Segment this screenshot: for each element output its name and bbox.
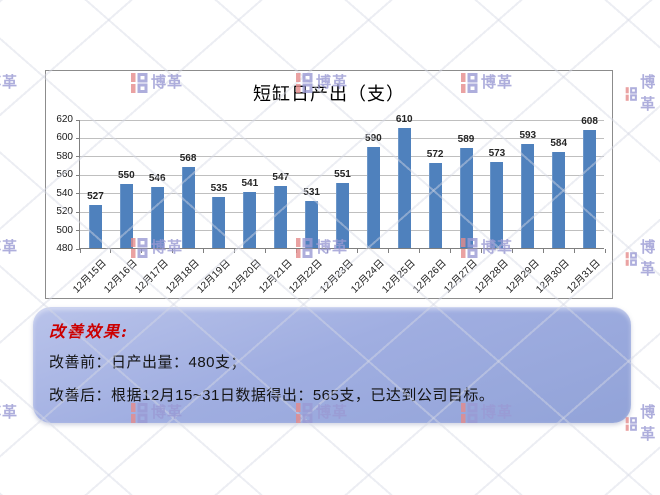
y-axis-label: 600 xyxy=(56,132,73,144)
x-axis-tick xyxy=(233,249,235,253)
bar xyxy=(583,130,597,248)
bar-value-label: 535 xyxy=(210,183,228,195)
y-axis-label: 540 xyxy=(56,187,73,199)
watermark-logo: 博革 xyxy=(625,237,660,281)
boge-logo-icon xyxy=(625,252,637,266)
x-axis-tick xyxy=(511,249,513,253)
gridline xyxy=(80,137,604,139)
bar xyxy=(274,186,288,248)
x-axis-tick xyxy=(172,249,174,253)
y-axis-tick xyxy=(76,119,80,121)
y-axis-label: 560 xyxy=(56,169,73,181)
x-axis-tick xyxy=(264,249,266,253)
x-axis-label: 12月16日 xyxy=(102,257,140,296)
bar-value-label: 568 xyxy=(179,152,197,164)
x-axis-tick xyxy=(110,249,112,253)
watermark-logo-text: 博革 xyxy=(0,239,19,256)
bar-value-label: 551 xyxy=(334,168,351,180)
x-axis-tick xyxy=(79,249,81,253)
x-axis-tick xyxy=(388,249,390,253)
y-axis-label: 480 xyxy=(56,243,73,254)
bar-value-label: 593 xyxy=(519,129,537,141)
bar-value-label: 589 xyxy=(457,133,475,145)
bar xyxy=(459,147,473,248)
x-axis-tick xyxy=(450,249,452,253)
bar-value-label: 541 xyxy=(241,177,259,189)
watermark-logo: 博革 xyxy=(0,72,18,94)
chart-title: 短缸日产出（支） xyxy=(253,84,405,105)
bar-value-label: 584 xyxy=(550,138,568,150)
gridline xyxy=(80,156,604,158)
summary-before-line: 改善前：日产出量：480支； xyxy=(49,354,247,371)
y-axis-label: 520 xyxy=(56,206,73,218)
y-axis-tick xyxy=(76,211,80,213)
x-axis-tick xyxy=(141,249,143,253)
bar xyxy=(366,146,380,248)
y-axis-tick xyxy=(76,193,80,195)
watermark-logo-text: 博革 xyxy=(640,404,657,443)
boge-logo-icon xyxy=(625,87,637,101)
bar-value-label: 547 xyxy=(272,172,290,184)
x-axis-tick xyxy=(604,249,606,253)
bar xyxy=(490,162,504,248)
bar-value-label: 527 xyxy=(87,190,104,202)
x-axis-tick xyxy=(573,249,575,253)
bar-chart: 短缸日产出（支） 480 500 520 540 560 580 600 620 527 12月1… xyxy=(45,70,613,299)
bar xyxy=(397,128,411,248)
bar-value-label: 590 xyxy=(365,132,382,144)
summary-heading: 改善效果: xyxy=(49,322,129,341)
y-axis-tick xyxy=(76,230,80,232)
x-axis-tick xyxy=(480,249,482,253)
bar xyxy=(552,152,566,248)
bar xyxy=(428,163,442,248)
watermark-logo: 博革 xyxy=(0,237,18,259)
plot-area: 480 500 520 540 560 580 600 620 527 12月15日 550 12月1… xyxy=(56,114,606,295)
x-axis-tick xyxy=(542,249,544,253)
bar-value-label: 573 xyxy=(488,148,506,160)
y-axis-tick xyxy=(76,174,80,176)
gridline xyxy=(80,174,604,176)
x-axis-label: 12月31日 xyxy=(565,257,604,296)
x-axis-tick xyxy=(357,249,359,253)
x-axis-tick xyxy=(326,249,328,253)
watermark-logo-text: 博革 xyxy=(0,74,19,91)
x-axis-label: 12月26日 xyxy=(411,257,449,296)
bar xyxy=(88,204,102,248)
watermark-logo-text: 博革 xyxy=(640,74,657,113)
summary-after-line: 改善后：根据12月15~31日数据得出：565支，已达到公司目标。 xyxy=(49,387,495,404)
y-axis-tick xyxy=(76,248,80,250)
bar xyxy=(119,183,133,248)
x-axis-tick xyxy=(203,249,205,253)
bar xyxy=(305,201,319,248)
bar-value-label: 550 xyxy=(117,169,135,181)
bar xyxy=(212,197,226,248)
bar xyxy=(150,187,164,248)
x-axis-label: 12月25日 xyxy=(380,257,418,296)
bar xyxy=(336,182,349,248)
y-axis-label: 620 xyxy=(56,114,73,125)
bar-value-label: 608 xyxy=(581,116,598,128)
watermark-logo: 博革 xyxy=(625,72,660,116)
bar xyxy=(521,143,535,248)
gridline xyxy=(80,119,604,121)
watermark-logo-text: 博革 xyxy=(0,404,19,421)
watermark-logo-text: 博革 xyxy=(640,239,657,278)
x-axis-tick xyxy=(295,249,297,253)
x-axis-tick xyxy=(419,249,421,253)
bar xyxy=(181,166,195,248)
bar xyxy=(243,191,257,248)
y-axis-tick xyxy=(76,156,80,158)
x-axis-label: 12月17日 xyxy=(133,257,171,296)
bar-value-label: 572 xyxy=(426,149,444,161)
y-axis-label: 500 xyxy=(56,224,73,236)
watermark-logo: 博革 xyxy=(0,402,18,424)
y-axis-label: 580 xyxy=(56,150,73,162)
improvement-summary-box: 改善效果: 改善前：日产出量：480支； 改善后：根据12月15~31日数据得出… xyxy=(33,307,631,423)
bar-value-label: 531 xyxy=(303,187,320,199)
bar-value-label: 546 xyxy=(148,173,166,185)
bar-value-label: 610 xyxy=(395,114,413,126)
y-axis-tick xyxy=(76,137,80,139)
